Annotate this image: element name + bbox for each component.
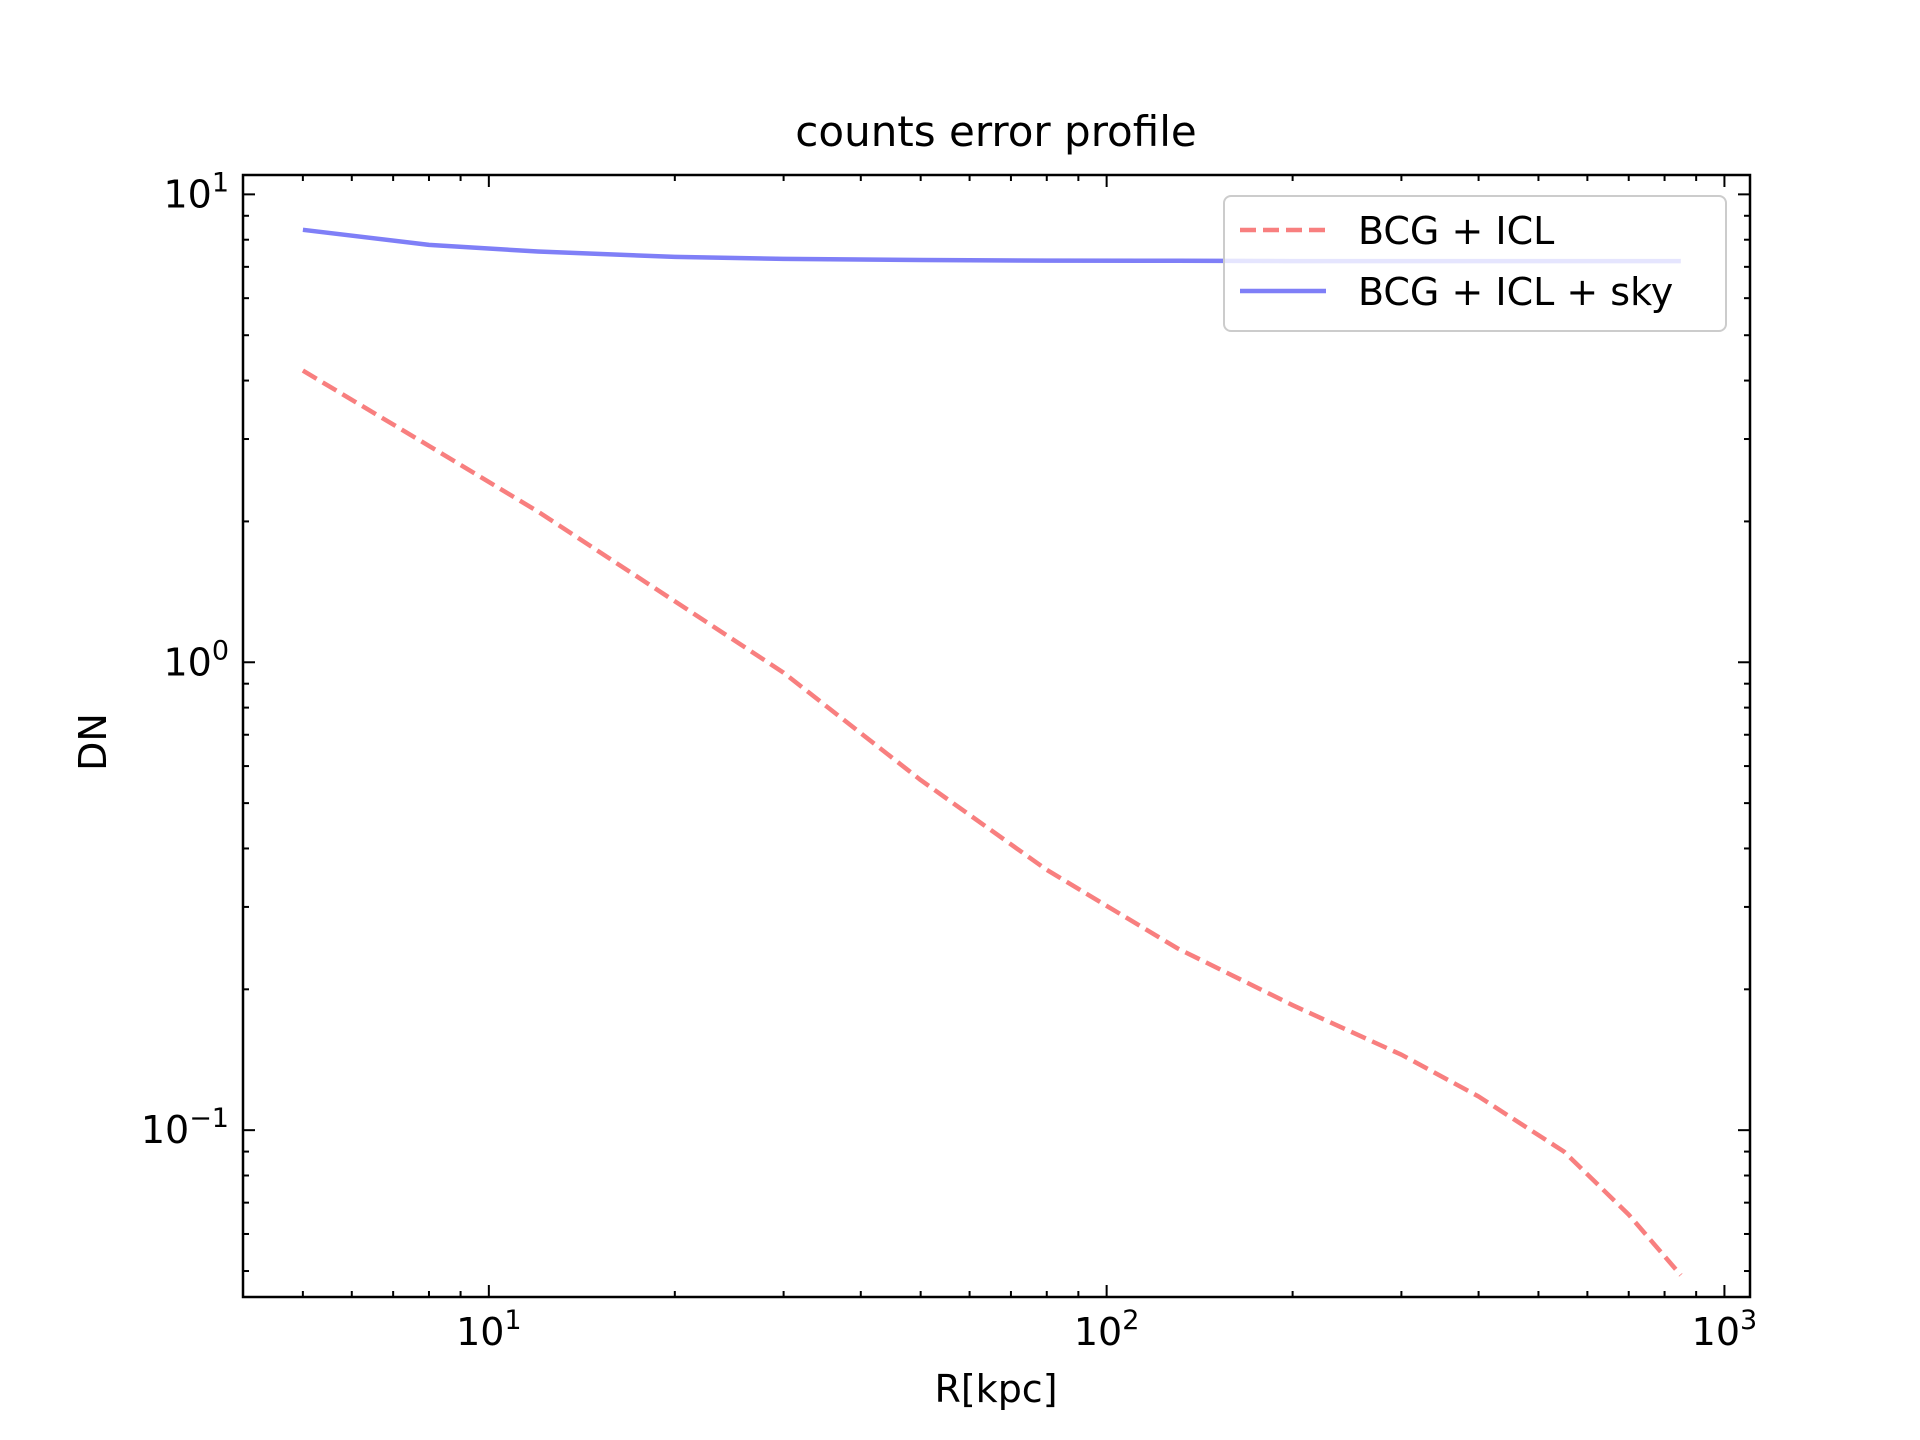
series-line-bcg-icl — [301, 368, 1683, 1277]
legend-box — [1223, 195, 1727, 332]
x-tick-label: 103 — [1692, 1305, 1758, 1354]
legend: BCG + ICL BCG + ICL + sky — [1223, 195, 1727, 332]
legend-label-bcg-icl: BCG + ICL — [1358, 209, 1554, 253]
y-tick-label: 100 — [163, 635, 229, 684]
x-tick-label: 101 — [456, 1305, 522, 1354]
series-layer — [301, 227, 1683, 1277]
x-tick-label: 102 — [1074, 1305, 1140, 1354]
y-tick-label: 10−1 — [141, 1103, 229, 1152]
tick-layer: 101 102 103 10−1 100 101 — [141, 167, 1757, 1354]
y-tick-label: 101 — [163, 167, 229, 216]
legend-label-bcg-icl-sky: BCG + ICL + sky — [1358, 270, 1673, 314]
x-axis-label: R[kpc] — [934, 1367, 1057, 1411]
chart-title: counts error profile — [795, 107, 1196, 156]
plot-frame — [241, 173, 1752, 1299]
y-axis-label: DN — [71, 713, 115, 771]
